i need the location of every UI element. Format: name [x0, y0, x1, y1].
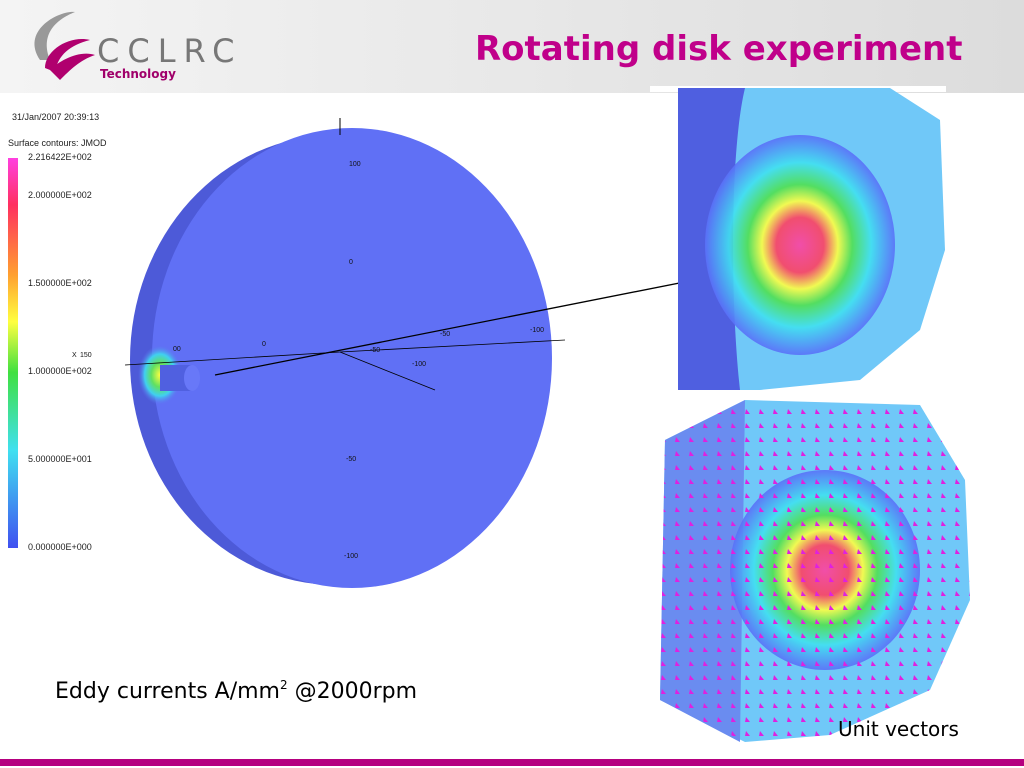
legend-label: 0.000000E+000	[28, 542, 92, 552]
zoom-top	[650, 86, 946, 390]
axis-label: 0	[349, 259, 353, 266]
axis-label: -50	[440, 331, 450, 338]
footer-bar	[0, 759, 1024, 766]
header-band	[0, 0, 1024, 93]
axis-label: -50	[346, 456, 356, 463]
logo-subtitle: Technology	[100, 67, 176, 81]
legend-label: 5.000000E+001	[28, 454, 92, 464]
caption-right: Unit vectors	[838, 717, 959, 741]
legend-label: 1.500000E+002	[28, 278, 92, 288]
legend-title: Surface contours: JMOD	[8, 138, 107, 148]
zoom-bottom	[660, 400, 970, 742]
legend-label: 2.216422E+002	[28, 152, 92, 162]
caption-left: Eddy currents A/mm2 @2000rpm	[55, 678, 417, 704]
pointer-arrow	[214, 267, 747, 376]
logo: CCLRC Technology	[34, 11, 243, 81]
caption-text: Eddy currents A/mm	[55, 679, 280, 704]
caption-superscript: 2	[280, 678, 288, 692]
legend-label: 1.000000E+002	[28, 366, 92, 376]
disk	[124, 118, 566, 588]
axis-label: 0	[262, 341, 266, 348]
logo-name: CCLRC	[97, 32, 243, 70]
axis-label: X	[72, 352, 77, 359]
colorbar	[8, 158, 18, 548]
axis-label: 00	[173, 346, 181, 353]
axis-labels: 100 0 0 -50 -100 -50 -100 -100 -50 X 150…	[72, 161, 544, 560]
colorbar-labels: 2.216422E+002 2.000000E+002 1.500000E+00…	[28, 152, 92, 552]
axis-label: 150	[80, 352, 92, 359]
caption-suffix: @2000rpm	[288, 679, 417, 704]
slide-title: Rotating disk experiment	[475, 29, 962, 69]
axis-label: -100	[344, 553, 358, 560]
timestamp: 31/Jan/2007 20:39:13	[12, 112, 99, 122]
legend-label: 2.000000E+002	[28, 190, 92, 200]
axis-label: -100	[412, 361, 426, 368]
axis-label: -50	[370, 347, 380, 354]
axis-label: 100	[349, 161, 361, 168]
axis-label: -100	[530, 327, 544, 334]
